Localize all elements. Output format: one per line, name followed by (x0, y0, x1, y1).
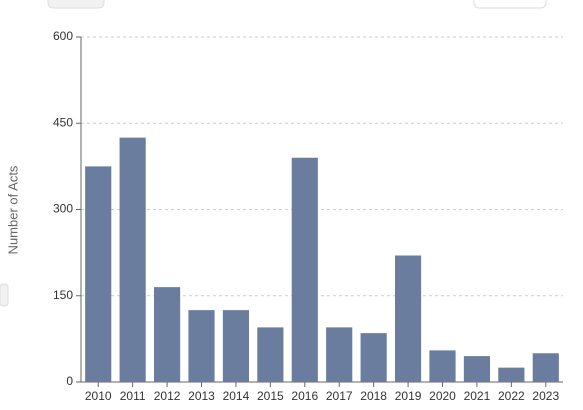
bar (394, 255, 422, 382)
bar (532, 353, 559, 382)
bar (429, 350, 456, 382)
x-tick-label: 2022 (498, 389, 525, 403)
x-tick-label: 2018 (360, 389, 387, 403)
x-tick-label: 2016 (291, 389, 318, 403)
bar (498, 367, 525, 382)
y-tick-label: 300 (53, 202, 73, 216)
x-tick-label: 2013 (188, 389, 215, 403)
resize-handle[interactable] (0, 283, 9, 307)
bar (257, 327, 284, 382)
bar (85, 166, 112, 382)
x-tick-label: 2019 (395, 389, 422, 403)
toolbar-button[interactable] (47, 0, 105, 9)
x-tick-label: 2021 (464, 389, 491, 403)
x-tick-label: 2010 (85, 389, 112, 403)
x-tick-label: 2020 (429, 389, 456, 403)
x-tick-label: 2015 (257, 389, 284, 403)
y-tick-label: 600 (53, 29, 73, 43)
y-tick-label: 0 (66, 374, 73, 388)
x-tick-label: 2012 (154, 389, 181, 403)
bar (326, 327, 353, 382)
y-tick-label: 150 (53, 288, 73, 302)
bar (119, 137, 146, 382)
bar (153, 287, 181, 382)
bar (188, 310, 215, 382)
x-tick-label: 2023 (532, 389, 559, 403)
toolbar-button[interactable] (473, 0, 547, 9)
bar (222, 310, 250, 382)
x-tick-label: 2014 (223, 389, 250, 403)
y-axis-label: Number of Acts (5, 165, 20, 254)
bar (463, 356, 491, 382)
bar (360, 333, 387, 382)
x-tick-label: 2011 (120, 389, 146, 403)
y-tick-label: 450 (53, 115, 73, 129)
bar (291, 157, 318, 382)
x-tick-label: 2017 (326, 389, 353, 403)
